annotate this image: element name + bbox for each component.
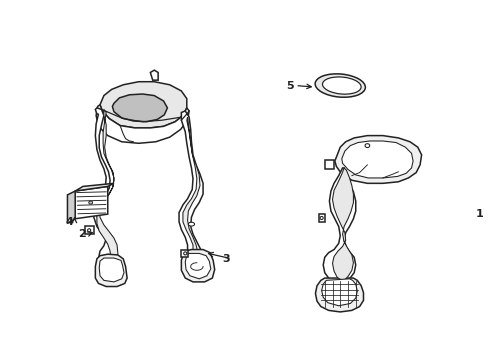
Ellipse shape — [322, 77, 361, 94]
Ellipse shape — [184, 252, 187, 255]
Ellipse shape — [315, 74, 366, 97]
Polygon shape — [84, 226, 94, 234]
Polygon shape — [99, 258, 124, 282]
Polygon shape — [335, 136, 421, 183]
Text: 5: 5 — [286, 81, 294, 91]
Polygon shape — [75, 186, 108, 219]
Ellipse shape — [88, 229, 91, 232]
Polygon shape — [181, 249, 188, 257]
Text: 4: 4 — [65, 217, 73, 227]
Polygon shape — [333, 168, 353, 280]
Polygon shape — [94, 108, 112, 270]
Ellipse shape — [320, 216, 323, 220]
Polygon shape — [96, 105, 189, 143]
Ellipse shape — [365, 144, 369, 148]
Ellipse shape — [188, 222, 195, 226]
Polygon shape — [68, 191, 75, 223]
Polygon shape — [316, 278, 364, 312]
Polygon shape — [96, 254, 127, 287]
Polygon shape — [100, 82, 187, 128]
Polygon shape — [112, 94, 168, 122]
Polygon shape — [185, 253, 211, 279]
Polygon shape — [342, 141, 413, 178]
Polygon shape — [179, 111, 203, 266]
Polygon shape — [318, 214, 325, 222]
Polygon shape — [183, 117, 200, 266]
Polygon shape — [181, 249, 215, 282]
Text: 3: 3 — [222, 254, 230, 264]
Polygon shape — [97, 109, 118, 266]
Polygon shape — [325, 160, 334, 169]
Polygon shape — [75, 183, 114, 191]
Polygon shape — [321, 279, 357, 306]
Text: 1: 1 — [476, 209, 484, 219]
Polygon shape — [150, 70, 158, 80]
Ellipse shape — [89, 201, 93, 204]
Polygon shape — [323, 168, 356, 283]
Text: 2: 2 — [78, 229, 86, 239]
